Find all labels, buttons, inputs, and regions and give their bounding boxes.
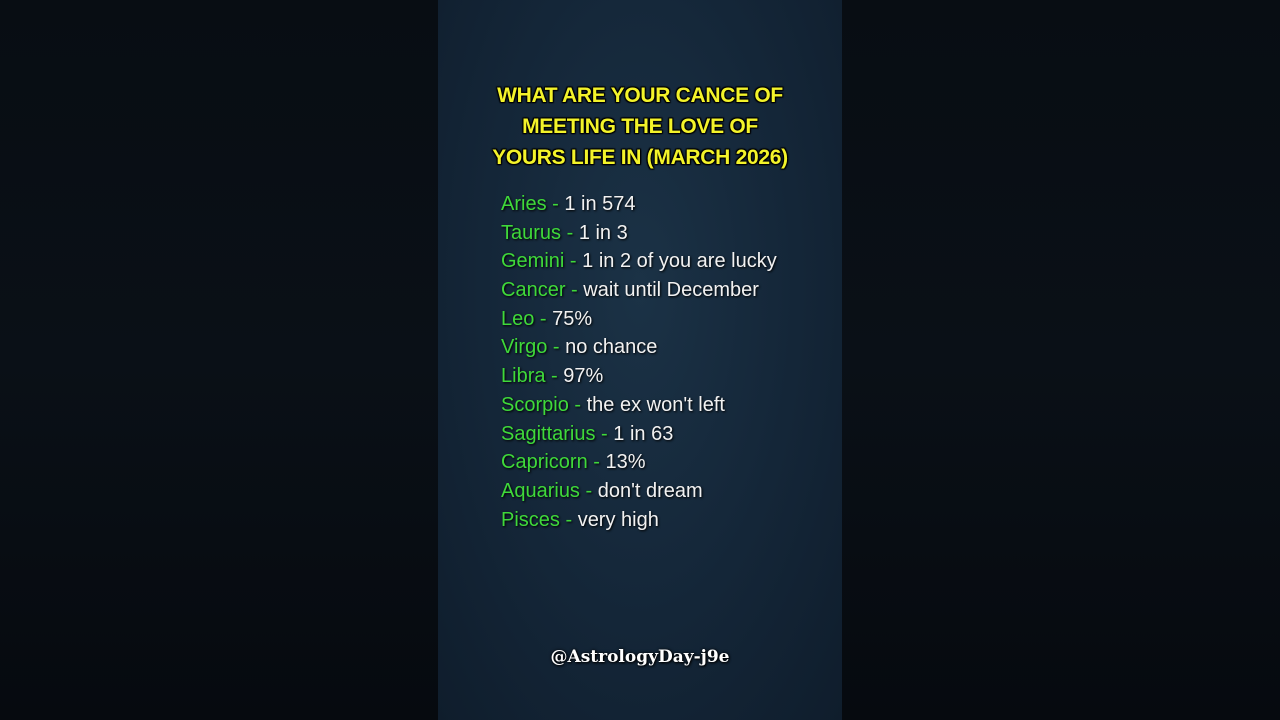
- chance-value: 75%: [552, 307, 593, 330]
- chance-value: don't dream: [597, 479, 703, 502]
- zodiac-sign: Virgo: [501, 336, 548, 359]
- chance-value: 13%: [605, 451, 646, 474]
- chance-value: the ex won't left: [586, 393, 725, 416]
- chance-value: 1 in 63: [613, 422, 674, 445]
- zodiac-sign: Cancer: [501, 279, 566, 302]
- chance-value: 1 in 3: [578, 221, 628, 244]
- separator: -: [564, 250, 583, 273]
- list-item: Pisces - very high: [501, 506, 777, 535]
- zodiac-sign: Taurus: [501, 221, 562, 244]
- content-panel: WHAT ARE YOUR CANCE OF MEETING THE LOVE …: [438, 0, 842, 720]
- separator: -: [546, 193, 565, 215]
- separator: -: [595, 422, 614, 445]
- list-item: Libra - 97%: [501, 362, 777, 391]
- separator: -: [559, 508, 578, 531]
- title-line: MEETING THE LOVE OF: [522, 115, 758, 138]
- title-line: WHAT ARE YOUR CANCE OF: [497, 84, 783, 107]
- zodiac-sign: Aquarius: [501, 479, 580, 502]
- zodiac-sign: Aries: [501, 193, 547, 215]
- zodiac-sign: Leo: [501, 307, 535, 330]
- zodiac-sign: Gemini: [501, 250, 565, 273]
- page-title: WHAT ARE YOUR CANCE OF MEETING THE LOVE …: [438, 80, 842, 173]
- separator: -: [534, 307, 553, 330]
- separator: -: [568, 393, 587, 416]
- channel-watermark: @AstrologyDay-j9e: [550, 647, 730, 667]
- zodiac-sign: Libra: [501, 365, 546, 388]
- zodiac-sign: Sagittarius: [501, 422, 596, 445]
- separator: -: [545, 365, 564, 388]
- list-item: Cancer - wait until December: [501, 276, 777, 305]
- separator: -: [547, 336, 566, 359]
- chance-value: 97%: [563, 365, 604, 388]
- separator: -: [561, 221, 579, 244]
- list-item: Aries - 1 in 574: [501, 190, 777, 219]
- list-item: Sagittarius - 1 in 63: [501, 420, 777, 449]
- separator: -: [565, 279, 584, 302]
- list-item: Taurus - 1 in 3: [501, 219, 777, 248]
- zodiac-sign: Scorpio: [501, 393, 569, 416]
- separator: -: [587, 451, 606, 474]
- list-item: Scorpio - the ex won't left: [501, 391, 777, 420]
- separator: -: [579, 479, 598, 502]
- chance-value: no chance: [565, 336, 658, 359]
- list-item: Aquarius - don't dream: [501, 477, 777, 506]
- chance-value: very high: [577, 508, 659, 531]
- zodiac-sign: Pisces: [501, 508, 560, 531]
- chance-value: 1 in 574: [564, 193, 636, 215]
- list-item: Virgo - no chance: [501, 333, 777, 362]
- zodiac-sign: Capricorn: [501, 451, 588, 474]
- list-item: Capricorn - 13%: [501, 448, 777, 477]
- chance-value: wait until December: [583, 279, 759, 302]
- zodiac-list: Aries - 1 in 574 Taurus - 1 in 3 Gemini - …: [501, 190, 777, 534]
- title-line: YOURS LIFE IN (MARCH 2026): [492, 146, 788, 169]
- list-item: Leo - 75%: [501, 305, 777, 334]
- list-item: Gemini - 1 in 2 of you are lucky: [501, 247, 777, 276]
- chance-value: 1 in 2 of you are lucky: [582, 250, 777, 273]
